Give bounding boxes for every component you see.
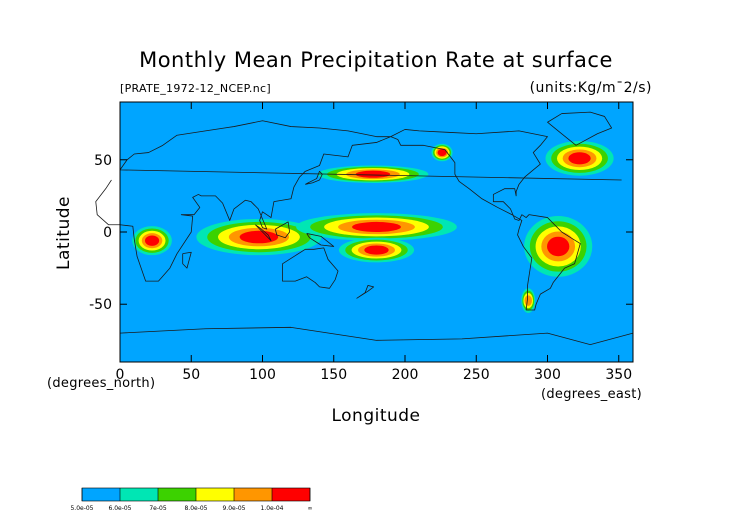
x-tick-label: 250 [463,367,490,383]
coastline [274,221,290,239]
coastline [356,285,375,299]
y-tick-label: 0 [103,225,112,241]
precip-contour [364,245,389,255]
colorbar-swatch [196,488,234,501]
coastline [305,170,323,185]
precip-region [431,143,453,162]
y-tick-label: 50 [94,153,112,169]
precip-region [545,140,614,176]
colorbar-swatch [234,488,272,501]
coastline [119,326,634,346]
coastline [255,224,272,242]
precip-contour [524,295,532,306]
colorbar-label: 8.0e-05 [184,505,207,512]
colorbar-swatch [158,488,196,501]
precip-region [521,288,536,313]
colorbar-label: 1.0e-04 [260,505,283,512]
x-tick-label: 150 [320,367,347,383]
precip-region [524,216,593,277]
precip-region [196,218,322,256]
colorbar-label: ∞ [308,505,313,512]
coastlines [95,111,634,346]
x-axis-label: Longitude [331,406,421,426]
precip-region [296,213,457,241]
x-tick-label: 100 [249,367,276,383]
y-unit-note: (degrees_north) [47,376,156,391]
coastline [95,120,622,282]
precip-region [132,226,172,256]
precip-contour [568,152,591,165]
coastline [306,233,335,247]
x-tick-label: 0 [116,367,125,383]
coastline [282,247,339,289]
coastline [390,129,581,311]
chart-subtitle: [PRATE_1972-12_NCEP.nc] [120,82,271,95]
precip-contour [355,170,391,178]
colorbar-label: 9.0e-05 [222,505,245,512]
x-tick-label: 50 [182,367,200,383]
precip-contour [352,221,401,232]
colorbar-label: 7e-05 [149,505,166,512]
chart-units: (units:Kg/m¯2/s) [529,80,652,96]
chart-title: Monthly Mean Precipitation Rate at surfa… [139,48,613,72]
colorbar-label: 6.0e-05 [108,505,131,512]
y-axis-label: Latitude [54,196,74,270]
colorbar-frame [81,487,311,502]
colorbar-swatch [82,488,120,501]
colorbar: 5.0e-05 6.0e-05 7e-05 8.0e-05 9.0e-05 1.0e-04… [70,487,313,512]
precip-region [317,165,429,183]
precip-contour [547,236,570,257]
coastline [182,251,192,269]
x-tick-label: 300 [534,367,561,383]
x-unit-note: (degrees_east) [541,387,643,402]
precip-contour [239,230,279,244]
precip-contour [144,235,160,246]
precip-region [338,237,415,263]
x-tick-label: 200 [392,367,419,383]
colorbar-swatch [272,488,310,501]
x-tick-label: 350 [605,367,632,383]
colorbar-label: 5.0e-05 [70,505,93,512]
precip-contour [437,148,447,157]
y-tick-label: -50 [89,297,112,313]
colorbar-swatch [120,488,158,501]
coastline [547,111,613,146]
